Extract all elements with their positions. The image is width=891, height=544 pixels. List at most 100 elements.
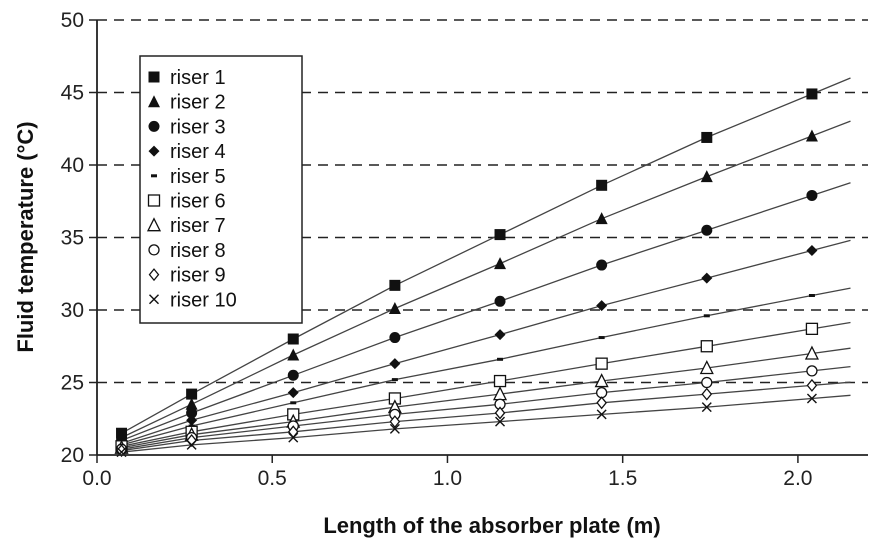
data-point-riser-5: [290, 401, 297, 405]
y-axis-title: Fluid temperature (°C): [13, 121, 38, 352]
legend-label: riser 8: [170, 240, 226, 262]
data-point-riser-1: [596, 179, 608, 191]
data-point-riser-4: [596, 300, 608, 312]
data-point-riser-9: [596, 396, 607, 410]
data-point-riser-4: [389, 358, 401, 370]
data-point-riser-2: [494, 257, 507, 270]
legend-marker-riser-2: [148, 95, 160, 108]
series-line-riser-10: [121, 394, 851, 453]
x-marker-stroke: [149, 294, 159, 305]
data-point-riser-4: [287, 387, 299, 399]
data-point-riser-6: [700, 340, 713, 353]
legend-marker-riser-9: [148, 268, 160, 282]
data-point-riser-2: [287, 348, 300, 361]
data-point-riser-6: [595, 357, 608, 370]
data-point-riser-10: [596, 409, 607, 420]
data-point-riser-7: [699, 360, 714, 375]
tick-labels: 20 25 30 35 40 45 50 0.0 0.5 1.0 1.5 2.0: [61, 9, 813, 490]
x-tick-label: 2.0: [783, 467, 812, 490]
legend-label: riser 3: [170, 116, 226, 138]
x-axis-title: Length of the absorber plate (m): [323, 513, 660, 538]
data-point-riser-10: [186, 439, 197, 450]
x-marker-stroke: [186, 439, 197, 450]
legend-label: riser 4: [170, 141, 226, 163]
data-point-riser-3: [701, 224, 713, 236]
x-marker-stroke: [806, 393, 817, 404]
data-point-riser-3: [596, 259, 608, 271]
legend-box: [139, 55, 303, 324]
x-tick-label: 1.0: [433, 467, 462, 490]
data-point-riser-2: [700, 170, 713, 183]
series-markers: [114, 88, 819, 458]
data-point-riser-5: [808, 294, 815, 297]
y-tick-label: 40: [61, 154, 84, 177]
data-point-riser-1: [701, 131, 713, 143]
legend-marker-riser-10: [149, 294, 159, 305]
data-point-riser-5: [598, 336, 605, 340]
y-tick-label: 50: [61, 9, 84, 32]
y-tick-label: 35: [61, 227, 84, 250]
data-point-riser-2: [805, 129, 818, 142]
legend-marker-riser-4: [148, 145, 160, 157]
series-line-riser-6: [121, 321, 851, 447]
data-point-riser-5: [497, 357, 504, 361]
data-point-riser-10: [495, 416, 506, 427]
data-point-riser-3: [287, 369, 299, 381]
y-tick-label: 45: [61, 82, 84, 105]
legend-marker-riser-7: [146, 217, 162, 232]
legend-marker-riser-8: [148, 244, 160, 256]
data-point-riser-9: [494, 406, 506, 420]
data-point-riser-4: [806, 245, 818, 257]
x-marker-stroke: [288, 432, 299, 443]
data-point-riser-10: [701, 402, 712, 413]
data-point-riser-10: [806, 393, 817, 404]
data-point-riser-10: [288, 432, 299, 443]
y-tick-label: 25: [61, 372, 84, 395]
data-point-riser-3: [494, 295, 506, 307]
data-point-riser-8: [806, 365, 818, 377]
data-point-riser-1: [287, 333, 299, 345]
data-point-riser-1: [389, 279, 401, 291]
legend-label: riser 2: [170, 92, 226, 114]
data-point-riser-9: [806, 378, 818, 392]
data-point-riser-4: [701, 272, 713, 284]
legend-label: riser 10: [170, 289, 237, 311]
legend-label: riser 1: [170, 67, 226, 89]
legend-marker-riser-6: [147, 194, 161, 207]
y-tick-label: 30: [61, 299, 84, 322]
data-point-riser-10: [389, 423, 400, 434]
data-point-riser-7: [594, 373, 609, 388]
data-point-riser-1: [494, 229, 506, 241]
data-point-riser-4: [186, 414, 198, 426]
data-point-riser-2: [595, 212, 608, 225]
data-point-riser-3: [806, 189, 818, 201]
data-point-riser-4: [494, 329, 506, 341]
legend-marker-riser-3: [148, 120, 160, 132]
x-tick-label: 0.0: [82, 467, 111, 490]
data-point-riser-2: [388, 302, 401, 315]
data-point-riser-8: [596, 386, 608, 399]
data-point-riser-9: [701, 387, 713, 401]
y-tick-label: 20: [61, 444, 84, 467]
data-point-riser-1: [186, 388, 198, 400]
legend-label: riser 7: [170, 215, 226, 237]
x-marker-stroke: [389, 423, 400, 434]
data-point-riser-6: [493, 374, 507, 388]
data-point-riser-1: [806, 88, 818, 100]
data-point-riser-6: [805, 322, 819, 336]
data-point-riser-7: [804, 345, 819, 360]
x-tick-label: 1.5: [608, 467, 637, 490]
legend-marker-riser-5: [151, 174, 157, 178]
data-point-riser-5: [391, 378, 398, 382]
data-point-riser-5: [703, 314, 710, 318]
x-marker-stroke: [596, 409, 607, 420]
legend-label: riser 5: [170, 166, 226, 188]
data-point-riser-2: [185, 397, 198, 410]
data-point-riser-3: [186, 407, 198, 419]
x-marker-stroke: [701, 402, 712, 413]
axes: [89, 19, 868, 463]
data-point-riser-9: [389, 415, 401, 429]
legend-label: riser 9: [170, 265, 226, 287]
